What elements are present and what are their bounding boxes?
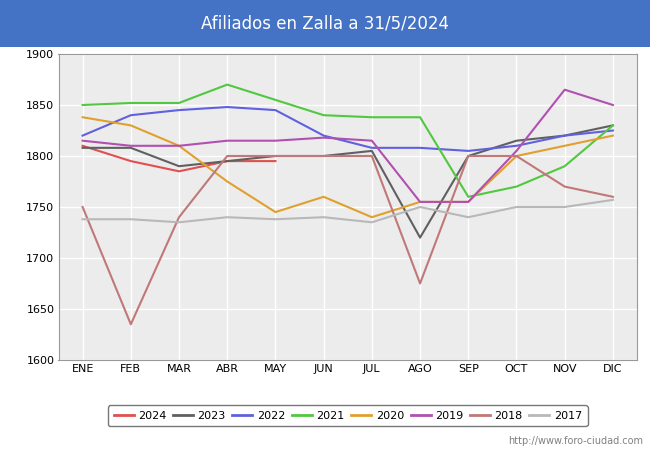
Text: http://www.foro-ciudad.com: http://www.foro-ciudad.com bbox=[508, 436, 644, 446]
Text: Afiliados en Zalla a 31/5/2024: Afiliados en Zalla a 31/5/2024 bbox=[201, 14, 449, 33]
Legend: 2024, 2023, 2022, 2021, 2020, 2019, 2018, 2017: 2024, 2023, 2022, 2021, 2020, 2019, 2018… bbox=[108, 405, 588, 427]
